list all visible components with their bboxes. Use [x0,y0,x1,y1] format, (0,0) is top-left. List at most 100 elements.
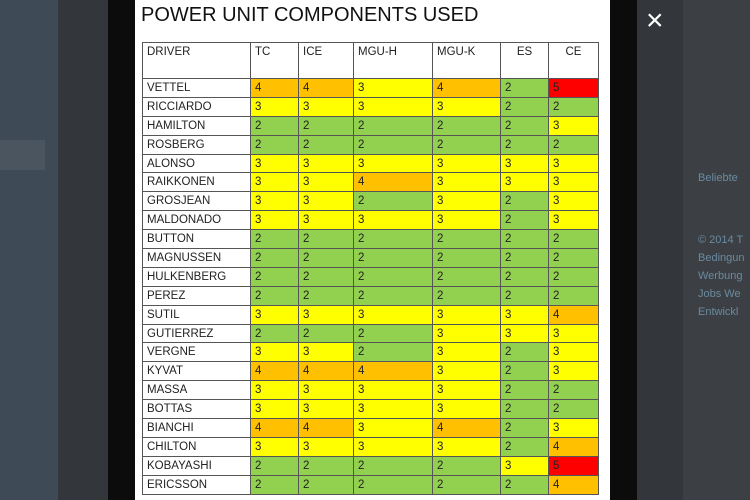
value-cell: 2 [432,474,501,495]
value-cell: 4 [298,361,354,382]
value-cell: 2 [500,134,549,155]
value-cell: 3 [298,191,354,212]
value-cell: 3 [432,436,501,457]
value-cell: 3 [353,399,433,420]
value-cell: 4 [548,436,599,457]
driver-cell: MAGNUSSEN [142,248,251,268]
value-cell: 3 [250,191,299,212]
value-cell: 3 [353,436,433,457]
value-cell: 2 [500,380,549,401]
value-cell: 3 [548,210,599,231]
driver-cell: RICCIARDO [142,96,251,117]
lightbox-title: POWER UNIT COMPONENTS USED [141,4,479,26]
header-cell: ICE [298,42,354,79]
value-cell: 2 [548,399,599,420]
value-cell: 3 [432,153,501,174]
value-cell: 3 [298,96,354,117]
driver-cell: MALDONADO [142,210,251,231]
value-cell: 2 [548,380,599,401]
value-cell: 3 [353,418,433,438]
value-cell: 3 [432,172,501,193]
value-cell: 3 [500,455,549,476]
value-cell: 3 [548,361,599,382]
background-input [0,140,45,170]
value-cell: 3 [548,342,599,363]
value-cell: 2 [432,455,501,476]
header-cell: MGU-H [353,42,433,79]
value-cell: 4 [548,474,599,495]
value-cell: 3 [548,153,599,174]
value-cell: 2 [432,115,501,136]
value-cell: 2 [298,229,354,250]
value-cell: 3 [500,153,549,174]
sidebar-text: © 2014 T [698,234,744,246]
value-cell: 4 [353,361,433,382]
value-cell: 2 [500,418,549,438]
table-row: MAGNUSSEN 2 2 2 2 2 2 [142,248,599,268]
driver-cell: KYVAT [142,361,251,382]
table-row: MALDONADO 3 3 3 3 2 3 [142,210,599,231]
value-cell: 4 [298,78,354,98]
value-cell: 3 [432,323,501,344]
table-row: SUTIL 3 3 3 3 3 4 [142,304,599,325]
table-row: HAMILTON 2 2 2 2 2 3 [142,115,599,136]
header-cell: ES [500,42,549,79]
components-table: DRIVER TC ICE MGU-H MGU-K ES CE VETTEL 4 4 3 4 2 5 RIC… [142,42,599,495]
table-row: ERICSSON 2 2 2 2 2 4 [142,474,599,495]
value-cell: 3 [298,304,354,325]
value-cell: 4 [250,78,299,98]
value-cell: 3 [250,380,299,401]
table-row: ALONSO 3 3 3 3 3 3 [142,153,599,174]
driver-cell: SUTIL [142,304,251,325]
value-cell: 2 [432,248,501,268]
value-cell: 2 [250,455,299,476]
value-cell: 2 [353,115,433,136]
sidebar-text: Werbung [698,270,743,282]
table-row: BUTTON 2 2 2 2 2 2 [142,229,599,250]
value-cell: 2 [250,134,299,155]
value-cell: 2 [500,248,549,268]
driver-cell: HULKENBERG [142,266,251,287]
value-cell: 3 [298,380,354,401]
header-cell: CE [548,42,599,79]
value-cell: 2 [432,266,501,287]
value-cell: 4 [432,78,501,98]
value-cell: 3 [298,342,354,363]
value-cell: 2 [432,285,501,306]
value-cell: 3 [353,96,433,117]
value-cell: 4 [353,172,433,193]
value-cell: 4 [250,418,299,438]
sidebar-text: Beliebte [698,172,738,184]
value-cell: 2 [298,474,354,495]
value-cell: 3 [250,304,299,325]
value-cell: 2 [500,96,549,117]
value-cell: 2 [298,323,354,344]
value-cell: 3 [250,96,299,117]
value-cell: 2 [500,266,549,287]
value-cell: 3 [298,172,354,193]
driver-cell: ROSBERG [142,134,251,155]
value-cell: 4 [548,304,599,325]
value-cell: 3 [432,304,501,325]
value-cell: 3 [353,153,433,174]
value-cell: 2 [353,248,433,268]
value-cell: 3 [500,304,549,325]
value-cell: 3 [432,380,501,401]
value-cell: 4 [250,361,299,382]
value-cell: 2 [298,248,354,268]
value-cell: 2 [250,229,299,250]
driver-cell: MASSA [142,380,251,401]
value-cell: 3 [353,78,433,98]
value-cell: 3 [250,172,299,193]
table-row: VETTEL 4 4 3 4 2 5 [142,78,599,98]
value-cell: 2 [298,115,354,136]
value-cell: 3 [548,418,599,438]
close-button[interactable]: × [646,4,664,37]
value-cell: 3 [353,304,433,325]
value-cell: 2 [500,361,549,382]
value-cell: 4 [298,418,354,438]
header-cell: TC [250,42,299,79]
driver-cell: KOBAYASHI [142,455,251,476]
value-cell: 2 [353,134,433,155]
